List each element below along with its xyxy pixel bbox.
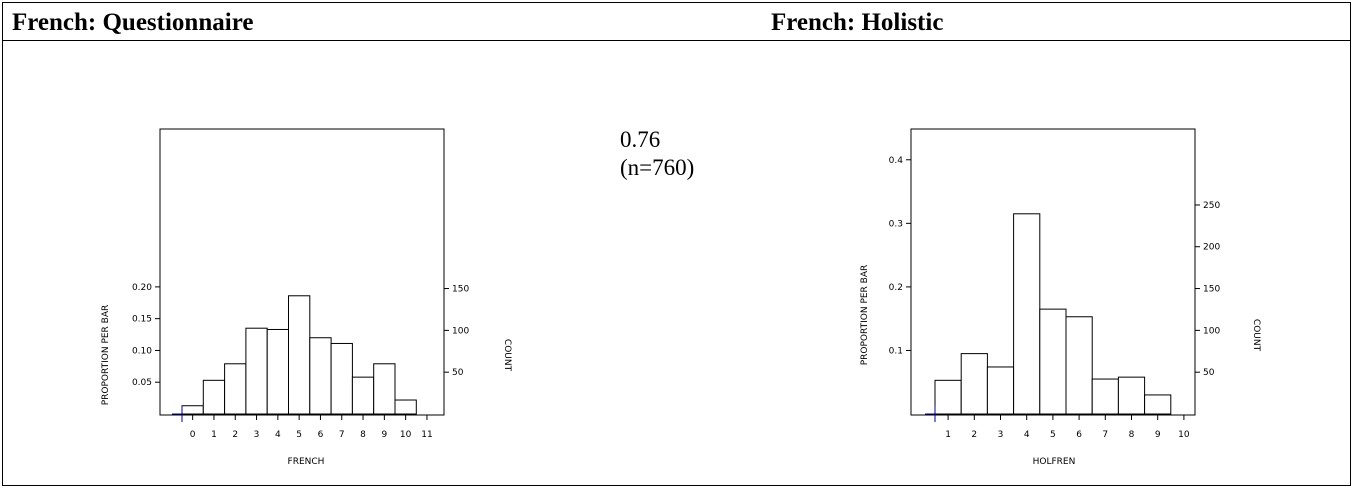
histogram-bar	[395, 400, 416, 414]
x-axis-label: FRENCH	[288, 457, 325, 467]
histogram-bar	[203, 380, 224, 414]
x-tick-label: 4	[275, 430, 281, 440]
histogram-bar	[331, 343, 352, 414]
histogram-bar	[225, 364, 246, 414]
x-tick-label: 8	[360, 430, 366, 440]
y-tick-label: 0.05	[132, 378, 152, 388]
x-tick-label: 1	[211, 430, 217, 440]
histogram-bar	[352, 377, 373, 414]
y-tick-label: 0.15	[132, 315, 152, 325]
histogram-bar	[374, 364, 395, 414]
y-tick-label: 0.10	[132, 346, 152, 356]
histogram-bar	[246, 328, 267, 414]
y-axis-label: PROPORTION PER BAR	[101, 305, 111, 406]
x-tick-label: 10	[400, 430, 412, 440]
count-tick-label: 100	[452, 326, 469, 336]
count-tick-label: 150	[452, 285, 469, 295]
x-tick-label: 9	[381, 430, 387, 440]
y-tick-label: 0.20	[132, 283, 152, 293]
histogram-bar	[182, 406, 203, 414]
x-tick-label: 3	[254, 430, 260, 440]
x-tick-label: 0	[190, 430, 196, 440]
x-tick-label: 5	[296, 430, 302, 440]
x-tick-label: 6	[318, 430, 324, 440]
histogram-bar	[310, 338, 331, 414]
x-tick-label: 2	[232, 430, 238, 440]
count-tick-label: 50	[452, 368, 464, 378]
histogram-bar	[289, 296, 310, 414]
y2-axis-label: COUNT	[502, 339, 512, 372]
x-tick-label: 11	[421, 430, 432, 440]
x-tick-label: 7	[339, 430, 345, 440]
histogram-bar	[267, 329, 288, 414]
